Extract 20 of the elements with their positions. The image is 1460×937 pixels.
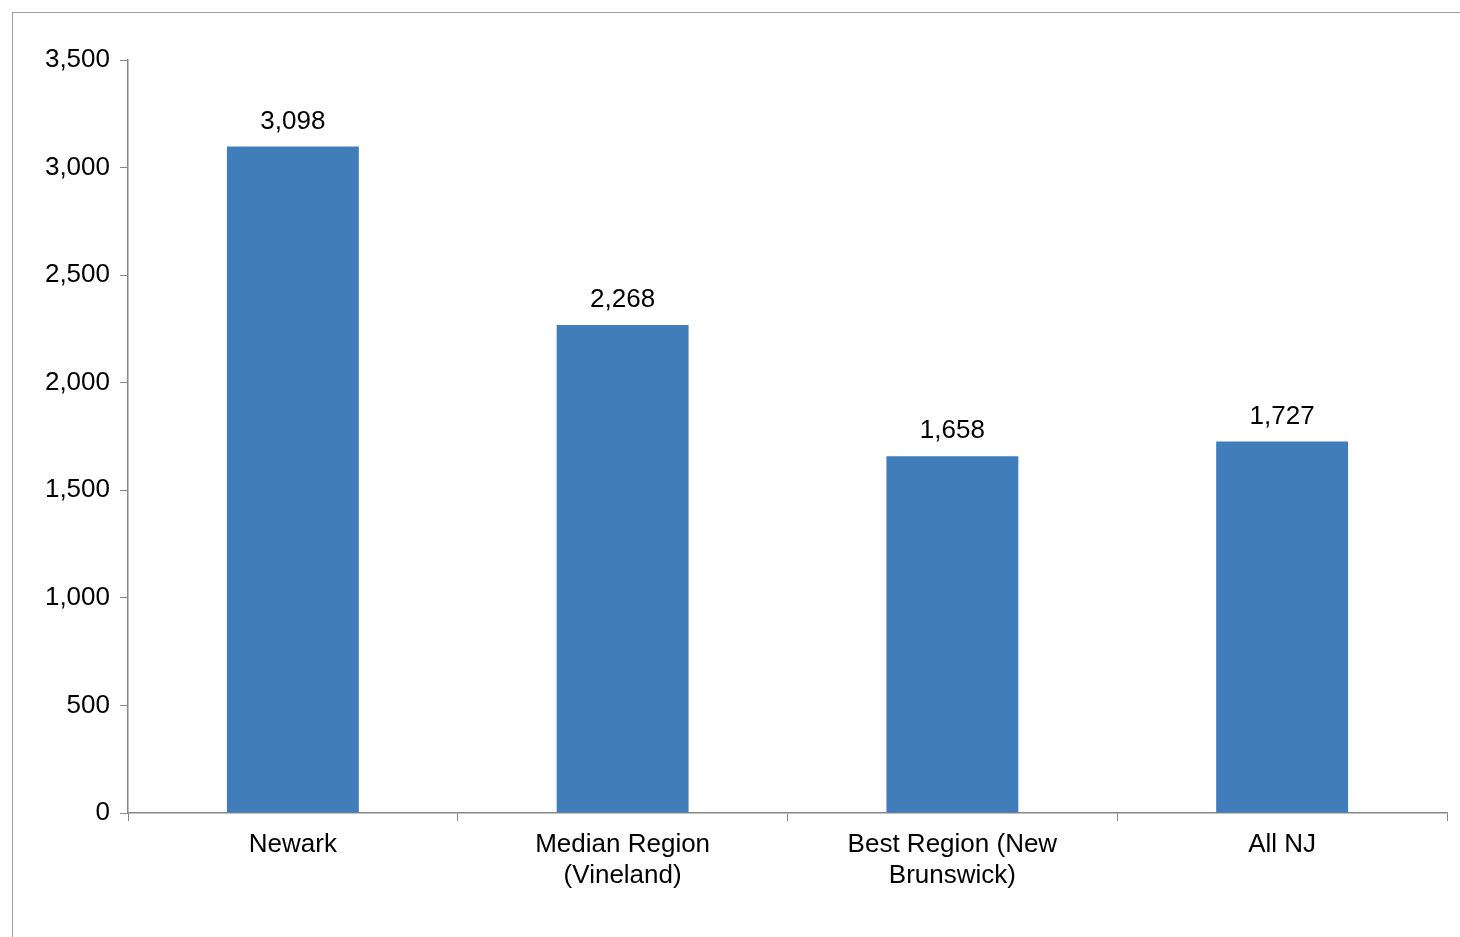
x-tick-label: Best Region (New Brunswick) — [847, 827, 1058, 889]
data-label: 1,658 — [919, 414, 985, 445]
bar — [226, 146, 359, 813]
y-tick-label: 1,500 — [44, 473, 110, 504]
y-tick-label: 3,500 — [44, 43, 110, 74]
bar — [556, 325, 689, 813]
x-tick-label: Median Region (Vineland) — [535, 827, 711, 889]
y-tick-label: 2,500 — [44, 258, 110, 289]
data-label: 2,268 — [590, 283, 656, 314]
y-tick-label: 2,000 — [44, 365, 110, 396]
bar — [1216, 441, 1349, 813]
data-label: 1,727 — [1249, 399, 1315, 430]
x-tick-label: All NJ — [1248, 827, 1317, 858]
y-tick-label: 3,000 — [44, 150, 110, 181]
y-tick-label: 500 — [66, 688, 110, 719]
y-tick-label: 0 — [95, 796, 110, 827]
x-tick-label: Newark — [248, 827, 338, 858]
y-tick-label: 1,000 — [44, 581, 110, 612]
bar — [886, 456, 1019, 813]
data-label: 3,098 — [260, 104, 326, 135]
